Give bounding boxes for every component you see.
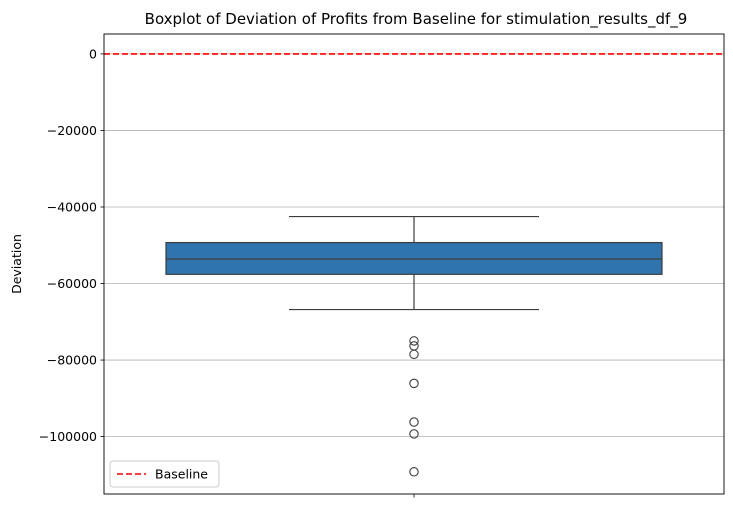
legend-label-baseline: Baseline [155,467,208,482]
y-axis: 0 −20000 −40000 −60000 −80000 −100000 [39,46,104,444]
outlier-layer [409,336,419,477]
outlier-point [409,341,419,351]
outlier-point [409,378,419,389]
y-tick-label: −100000 [39,429,97,444]
y-tick-label: −60000 [47,276,97,291]
outlier-point [409,429,419,439]
legend: Baseline [109,460,220,488]
outlier-point [409,467,419,477]
outlier-point [409,417,419,427]
y-tick-label: −80000 [47,353,97,368]
box-layer [165,215,663,311]
outlier-point [409,349,419,360]
chart-title: Boxplot of Deviation of Profits from Bas… [145,10,688,29]
outlier-point [409,336,419,346]
legend-box [109,460,220,488]
y-tick-label: 0 [89,46,97,61]
y-tick-label: −20000 [47,123,97,138]
y-axis-label: Deviation [9,234,24,294]
y-tick-label: −40000 [47,199,97,214]
